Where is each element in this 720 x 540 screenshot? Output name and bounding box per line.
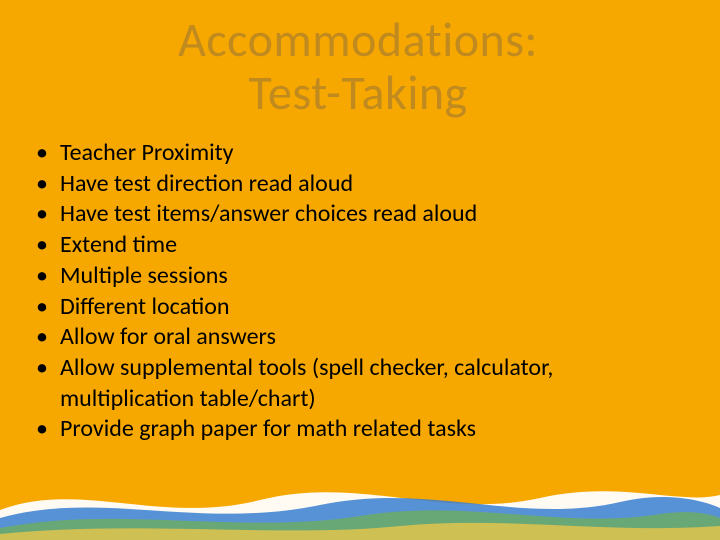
title-line1: Accommodations: (178, 14, 538, 67)
list-item: Have test direction read aloud (30, 169, 690, 200)
bullet-list: Teacher Proximity Have test direction re… (30, 138, 690, 445)
title-line2: Test-Taking (248, 67, 467, 120)
list-item: Have test items/answer choices read alou… (30, 199, 690, 230)
wave-decoration-icon (0, 470, 720, 540)
list-item: Provide graph paper for math related tas… (30, 414, 690, 445)
list-item: Multiple sessions (30, 261, 690, 292)
list-item: Teacher Proximity (30, 138, 690, 169)
list-item: Different location (30, 292, 690, 323)
list-item: Allow supplemental tools (spell checker,… (30, 353, 690, 414)
title-box: Accommodations: Test-Taking (78, 12, 638, 122)
list-item: Allow for oral answers (30, 322, 690, 353)
list-item: Extend time (30, 230, 690, 261)
slide: Accommodations: Test-Taking Teacher Prox… (0, 0, 720, 540)
